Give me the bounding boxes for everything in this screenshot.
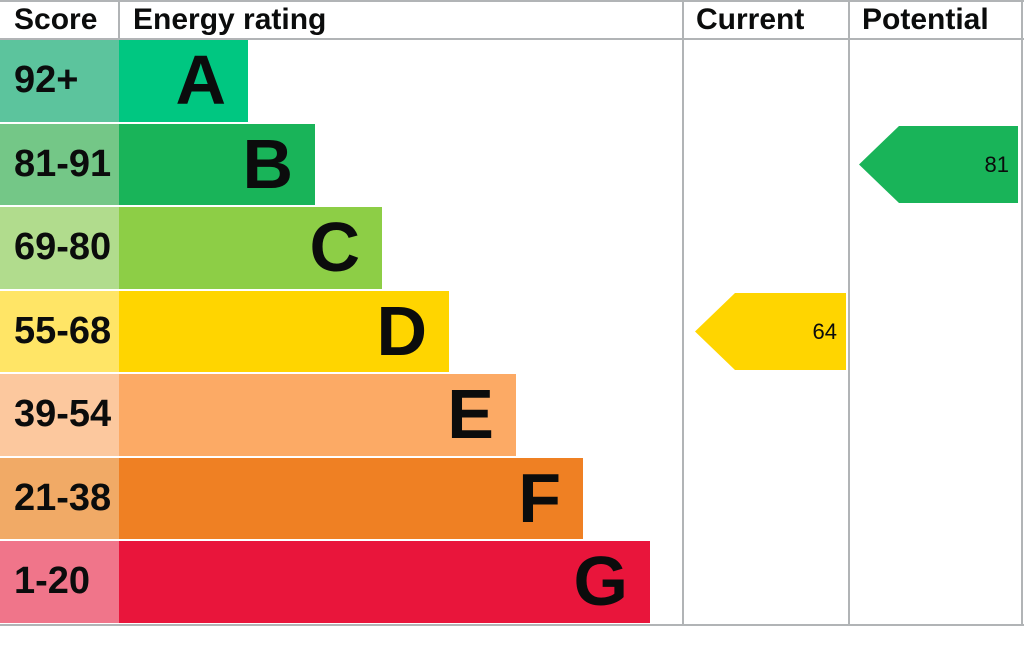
band-bar: G <box>119 541 650 623</box>
header-score: Score <box>14 3 98 36</box>
header-energy-rating: Energy rating <box>133 3 327 36</box>
band-row: 55-68 D <box>0 290 650 375</box>
header-potential: Potential <box>862 3 989 36</box>
band-score-range: 69-80 <box>0 207 119 289</box>
current-rating-arrow: 64 <box>695 293 846 370</box>
band-bar: A <box>119 40 248 122</box>
potential-rating-arrow: 81 <box>859 126 1018 203</box>
band-score-range: 21-38 <box>0 457 119 539</box>
band-score-range: 55-68 <box>0 290 119 372</box>
band-row: 81-91 B <box>0 123 650 208</box>
band-score-range: 92+ <box>0 40 119 122</box>
band-rows: 92+ A 81-91 B 69-80 C 55-68 D 39-54 E 21… <box>0 40 650 625</box>
band-letter: F <box>518 458 561 537</box>
band-bar: F <box>119 457 583 539</box>
table-header: Score Energy rating Current Potential <box>0 2 1024 38</box>
band-bar: E <box>119 374 516 456</box>
band-row: 21-38 F <box>0 457 650 542</box>
band-letter: C <box>309 208 360 286</box>
band-letter: E <box>447 375 494 453</box>
band-letter: D <box>376 291 427 370</box>
potential-column-divider <box>848 0 850 626</box>
band-bar: C <box>119 207 382 289</box>
band-row: 69-80 C <box>0 207 650 291</box>
current-column-divider <box>682 0 684 626</box>
table-bottom-border <box>0 624 1024 626</box>
band-letter: G <box>573 542 628 620</box>
band-score-range: 39-54 <box>0 374 119 456</box>
band-letter: B <box>242 124 293 203</box>
potential-rating-value: 81 <box>984 152 1009 177</box>
header-bottom-border <box>0 38 1024 40</box>
header-current: Current <box>696 3 805 36</box>
band-score-range: 81-91 <box>0 123 119 205</box>
band-bar: D <box>119 290 449 372</box>
band-row: 92+ A <box>0 40 650 124</box>
band-bar: B <box>119 123 315 205</box>
current-rating-value: 64 <box>812 319 837 344</box>
table-right-border <box>1021 0 1023 626</box>
table-top-border <box>0 0 1024 2</box>
score-column-divider <box>118 0 120 40</box>
band-row: 39-54 E <box>0 374 650 458</box>
band-score-range: 1-20 <box>0 541 119 623</box>
band-letter: A <box>175 41 226 119</box>
band-row: 1-20 G <box>0 541 650 625</box>
